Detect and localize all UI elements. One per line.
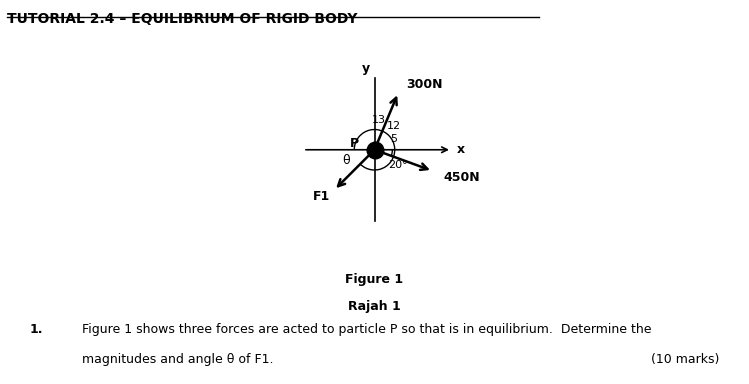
Text: 13: 13 [372, 115, 386, 125]
Text: Figure 1: Figure 1 [345, 273, 404, 286]
Text: 450N: 450N [443, 171, 479, 184]
Text: magnitudes and angle θ of F1.: magnitudes and angle θ of F1. [82, 353, 274, 366]
Text: x: x [457, 143, 465, 156]
Text: θ: θ [342, 154, 350, 167]
Text: 1.: 1. [30, 323, 43, 336]
Text: 5: 5 [390, 134, 397, 144]
Text: (10 marks): (10 marks) [651, 353, 719, 366]
Text: 20°: 20° [389, 160, 408, 170]
Text: P: P [350, 137, 359, 150]
Text: F1: F1 [312, 190, 330, 202]
Text: Figure 1 shows three forces are acted to particle P so that is in equilibrium.  : Figure 1 shows three forces are acted to… [82, 323, 652, 336]
Text: y: y [362, 62, 370, 75]
Text: Rajah 1: Rajah 1 [348, 300, 401, 313]
Text: TUTORIAL 2.4 – EQUILIBRIUM OF RIGID BODY: TUTORIAL 2.4 – EQUILIBRIUM OF RIGID BODY [7, 12, 358, 25]
Text: 300N: 300N [407, 78, 443, 91]
Text: 12: 12 [387, 121, 401, 131]
